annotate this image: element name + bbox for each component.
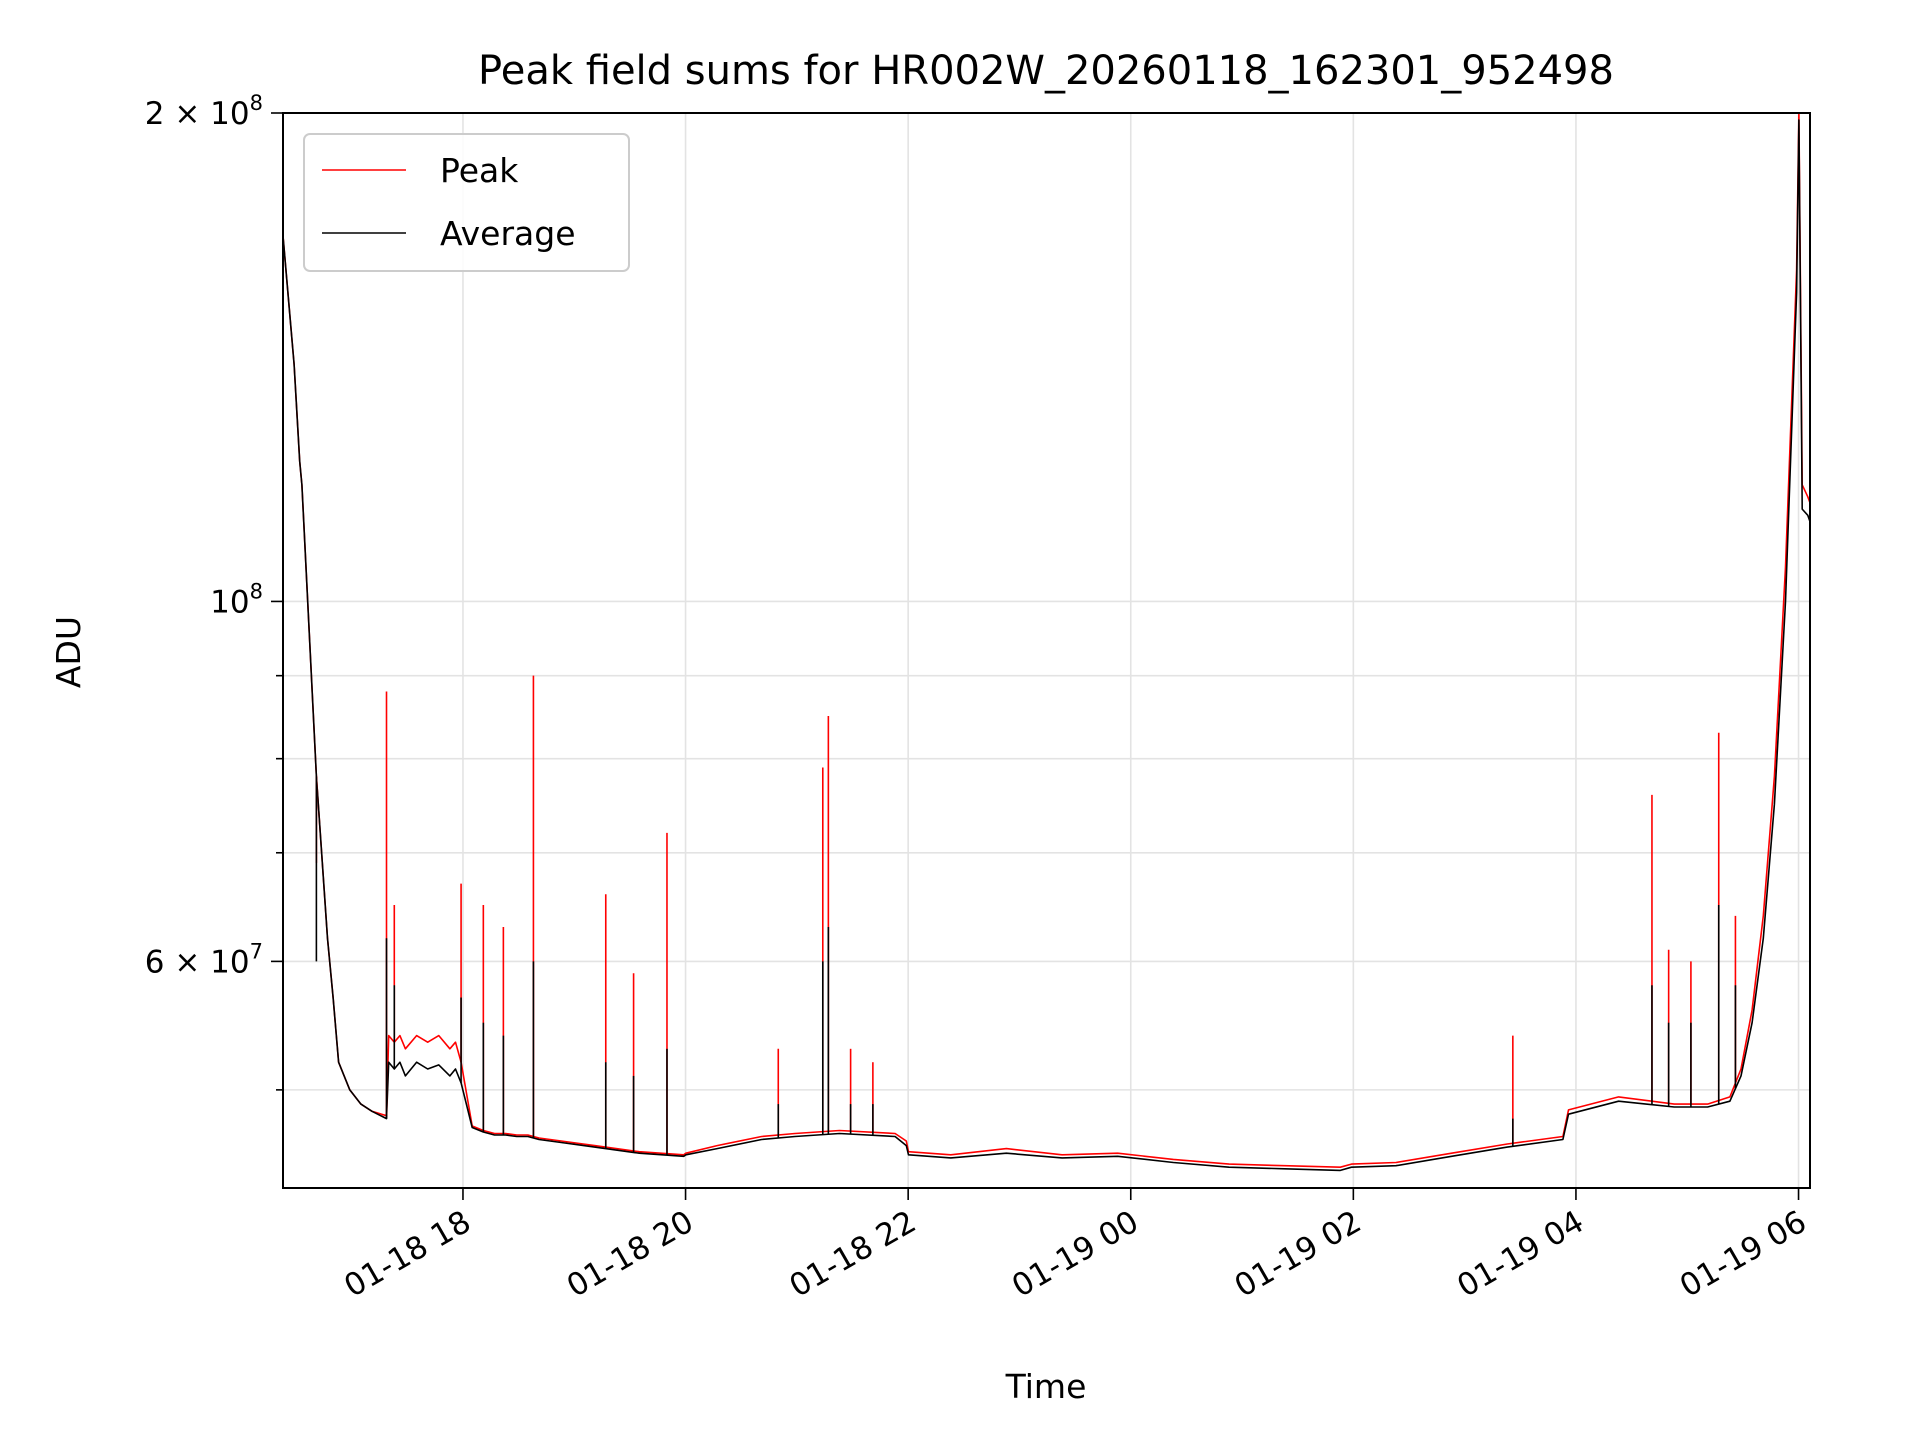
chart-title: Peak field sums for HR002W_20260118_1623… [478, 48, 1614, 94]
x-tick-label: 01-19 04 [1451, 1204, 1590, 1305]
plot-frame [282, 112, 1811, 1189]
y-axis-ticks: 6 × 107 108 2 × 108 [145, 91, 283, 1091]
grid [283, 112, 1810, 1188]
x-tick-label: 01-19 00 [1006, 1204, 1145, 1305]
y-tick-label: 6 × 107 [145, 939, 263, 980]
x-axis-label: Time [1005, 1367, 1087, 1406]
x-axis-ticks: 01-18 18 01-18 20 01-18 22 01-19 00 01-19 02… [338, 1188, 1813, 1305]
x-tick-label: 01-18 20 [561, 1204, 700, 1305]
series-line-average [282, 119, 1811, 1172]
y-tick-label: 108 [210, 579, 263, 620]
series-layer [282, 112, 1811, 1172]
legend-peak-label: Peak [440, 151, 519, 190]
x-tick-label: 01-19 06 [1674, 1204, 1813, 1305]
y-tick-label: 2 × 108 [145, 91, 263, 132]
legend: Peak Average [303, 133, 630, 272]
y-axis-label: ADU [49, 616, 88, 688]
x-tick-label: 01-18 22 [783, 1204, 922, 1305]
legend-box [303, 133, 630, 272]
x-tick-label: 01-18 18 [338, 1204, 477, 1305]
legend-average-label: Average [440, 214, 576, 253]
x-tick-label: 01-19 02 [1229, 1204, 1368, 1305]
